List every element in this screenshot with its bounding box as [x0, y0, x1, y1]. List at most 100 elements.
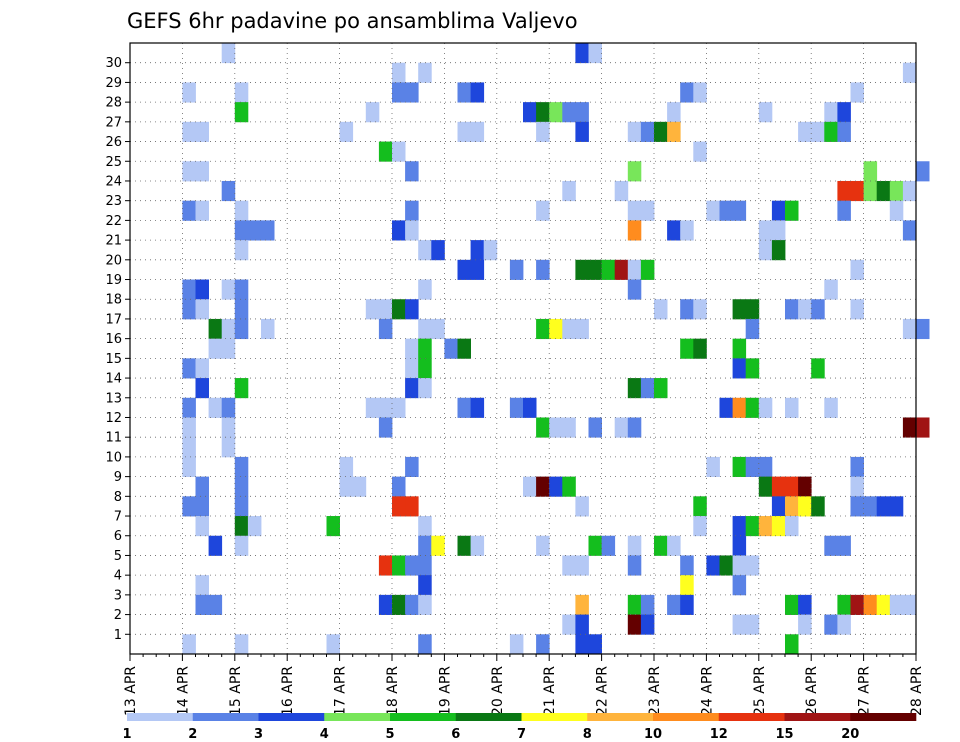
cell-m17-t4 — [182, 299, 196, 320]
cell-m11-t60 — [916, 417, 930, 438]
cell-m23-t54 — [837, 180, 851, 202]
legend-swatch — [324, 713, 391, 721]
cell-m16-t22 — [418, 318, 432, 340]
cell-m17-t21 — [405, 299, 419, 320]
ytick-label: 5 — [114, 549, 122, 564]
ytick-label: 17 — [105, 312, 122, 327]
cell-m8-t30 — [523, 476, 537, 497]
cell-m19-t38 — [627, 259, 642, 280]
cell-m22-t21 — [405, 200, 419, 221]
cell-m15-t7 — [221, 338, 236, 359]
cell-m13-t40 — [654, 378, 668, 399]
cell-m6-t15 — [326, 516, 340, 537]
ytick-label: 25 — [105, 155, 122, 170]
cell-m11-t33 — [562, 417, 576, 438]
cell-m6-t9 — [247, 516, 262, 537]
cell-m2-t56 — [863, 594, 878, 615]
cell-m11-t59 — [902, 417, 917, 438]
cell-m17-t51 — [798, 299, 812, 320]
cell-m9-t16 — [339, 456, 354, 478]
cell-m18-t8 — [234, 279, 249, 300]
ytick-label: 15 — [105, 352, 122, 367]
cell-m12-t4 — [182, 397, 196, 418]
cell-m26-t54 — [837, 121, 851, 142]
legend-label: 2 — [188, 727, 197, 742]
cell-m7-t8 — [234, 496, 249, 517]
cell-m23-t56 — [863, 180, 878, 202]
cell-m5-t23 — [431, 535, 445, 556]
cell-m22-t38 — [627, 200, 642, 221]
xtick-label: 15 APR — [228, 666, 244, 716]
legend-swatch — [784, 713, 851, 721]
cell-m27-t31 — [536, 102, 550, 123]
cell-m27-t48 — [758, 102, 773, 123]
cell-m2-t42 — [680, 594, 694, 615]
cell-m0-t34 — [575, 634, 589, 655]
legend-swatch — [850, 713, 917, 721]
cell-m21-t8 — [234, 220, 249, 241]
cell-m24-t60 — [916, 161, 930, 182]
cell-m27-t18 — [365, 102, 380, 123]
cell-m2-t19 — [378, 594, 393, 615]
ytick-label: 21 — [105, 234, 122, 249]
cell-m1-t51 — [798, 614, 812, 635]
xtick-label: 16 APR — [280, 666, 296, 716]
cell-m9-t48 — [758, 456, 773, 478]
cell-m7-t50 — [785, 496, 799, 517]
ytick-label: 6 — [114, 529, 122, 544]
cell-m18-t5 — [195, 279, 209, 300]
ytick-label: 4 — [114, 569, 122, 584]
cell-m29-t20 — [392, 62, 406, 83]
cell-m12-t45 — [719, 397, 733, 418]
cell-m7-t56 — [863, 496, 878, 517]
cell-m28-t4 — [182, 82, 196, 103]
cell-m21-t41 — [667, 220, 681, 241]
cell-m22-t45 — [719, 200, 733, 221]
legend-swatch — [192, 713, 259, 721]
grid-layer — [130, 43, 916, 654]
cell-m7-t5 — [195, 496, 209, 517]
ytick-label: 14 — [105, 372, 122, 387]
cell-m5-t40 — [654, 535, 668, 556]
cell-m20-t22 — [418, 240, 432, 261]
cell-m4-t21 — [405, 555, 419, 576]
cell-m1-t34 — [575, 614, 589, 635]
cell-m6-t22 — [418, 516, 432, 537]
cell-m22-t39 — [640, 200, 655, 221]
cell-m20-t48 — [758, 240, 773, 261]
cell-m12-t48 — [758, 397, 773, 418]
cell-m26-t53 — [824, 121, 838, 142]
cell-m7-t4 — [182, 496, 196, 517]
cell-m26-t16 — [339, 121, 354, 142]
xtick-label: 26 APR — [804, 666, 820, 716]
cell-m18-t22 — [418, 279, 432, 300]
cell-m22-t49 — [771, 200, 786, 221]
cell-m13-t5 — [195, 378, 209, 399]
cell-m5-t41 — [667, 535, 681, 556]
cell-m4-t33 — [562, 555, 576, 576]
legend-label: 4 — [320, 727, 329, 742]
cell-m16-t34 — [575, 318, 589, 340]
cell-m8-t48 — [758, 476, 773, 497]
cell-m7-t21 — [405, 496, 419, 517]
cell-m17-t52 — [811, 299, 825, 320]
cell-m21-t10 — [261, 220, 275, 241]
cell-m16-t47 — [745, 318, 760, 340]
ytick-label: 27 — [105, 115, 122, 130]
cell-m1-t46 — [732, 614, 747, 635]
cell-m2-t20 — [392, 594, 406, 615]
cell-m16-t19 — [378, 318, 393, 340]
cell-m25-t19 — [378, 141, 393, 162]
cell-m24-t21 — [405, 161, 419, 182]
cell-m7-t20 — [392, 496, 406, 517]
y-axis: 1234567891011121314151617181920212223242… — [105, 56, 130, 643]
legend-label: 12 — [710, 727, 728, 742]
cell-m3-t22 — [418, 575, 432, 596]
cell-m15-t24 — [444, 338, 458, 359]
cell-m9-t55 — [850, 456, 864, 478]
cell-m12-t26 — [470, 397, 485, 418]
cell-m19-t26 — [470, 259, 485, 280]
cell-m5-t36 — [601, 535, 616, 556]
cell-m10-t4 — [182, 437, 196, 458]
cell-m9-t44 — [706, 456, 720, 478]
